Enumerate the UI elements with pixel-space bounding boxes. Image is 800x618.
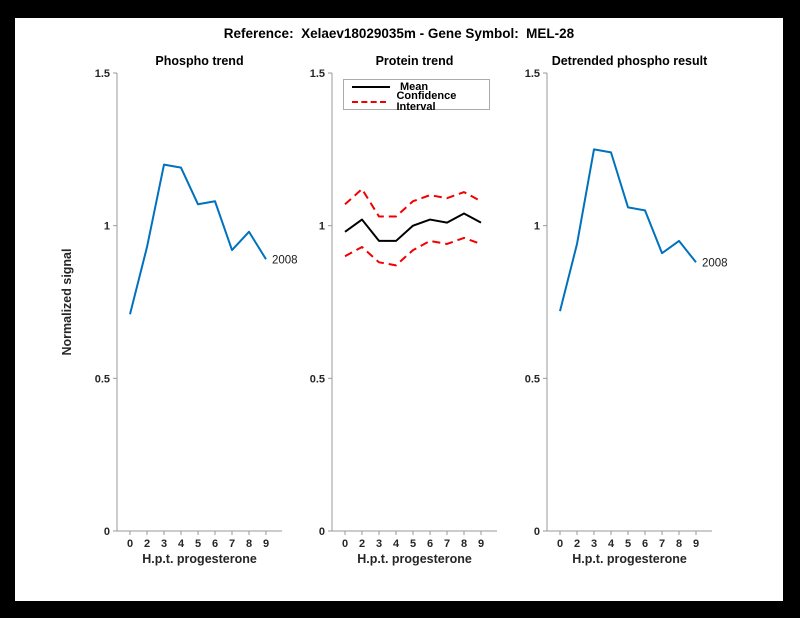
series-line-confidence-interval-lower xyxy=(344,236,482,267)
subplot-title: Detrended phospho result xyxy=(552,54,708,68)
x-tick-label: 3 xyxy=(161,538,167,550)
x-tick-label: 2 xyxy=(144,538,150,550)
x-tick-label: 9 xyxy=(478,538,484,550)
series-line-confidence-interval-upper xyxy=(344,188,482,218)
x-tick-label: 3 xyxy=(376,538,382,550)
legend-item-mean: Mean xyxy=(352,81,489,93)
series-end-label: 2008 xyxy=(702,257,728,269)
figure-canvas: Reference: Xelaev18029035m - Gene Symbol… xyxy=(15,18,783,601)
legend-item-confidence-interval: Confidence Interval xyxy=(352,91,489,113)
x-axis-label: H.p.t. progesterone xyxy=(357,552,472,566)
x-tick-label: 0 xyxy=(557,538,563,550)
x-tick-label: 4 xyxy=(178,538,185,550)
y-axis-label: Normalized signal xyxy=(60,249,74,356)
x-tick-label: 7 xyxy=(444,538,450,550)
y-tick-label: 1 xyxy=(534,221,540,233)
series-line-phospho-2008 xyxy=(129,163,267,315)
series-end-label: 2008 xyxy=(272,254,298,266)
y-tick-label: 1 xyxy=(104,221,110,233)
x-tick-label: 0 xyxy=(342,538,348,550)
x-tick-label: 6 xyxy=(427,538,433,550)
series-line-detrended-2008 xyxy=(559,148,697,312)
x-axis-label: H.p.t. progesterone xyxy=(572,552,687,566)
x-tick-label: 2 xyxy=(359,538,365,550)
x-tick-label: 9 xyxy=(693,538,699,550)
y-tick-label: 1 xyxy=(319,221,325,233)
confidence-interval-line-sample-icon xyxy=(352,101,387,103)
y-tick-label: 0.5 xyxy=(525,373,540,385)
series-line-mean xyxy=(344,212,482,242)
y-tick-label: 1.5 xyxy=(95,68,110,80)
x-tick-label: 5 xyxy=(195,538,201,550)
x-tick-label: 9 xyxy=(263,538,269,550)
y-tick-label: 1.5 xyxy=(525,68,540,80)
x-tick-label: 6 xyxy=(212,538,218,550)
subplot-title: Protein trend xyxy=(376,54,454,68)
x-tick-label: 5 xyxy=(410,538,416,550)
y-tick-label: 0.5 xyxy=(310,373,325,385)
x-axis-label: H.p.t. progesterone xyxy=(142,552,257,566)
y-tick-label: 0 xyxy=(534,526,540,538)
x-tick-label: 8 xyxy=(246,538,252,550)
x-tick-label: 2 xyxy=(574,538,580,550)
subplot-title: Phospho trend xyxy=(155,54,243,68)
x-tick-label: 8 xyxy=(461,538,467,550)
y-tick-label: 1.5 xyxy=(310,68,325,80)
x-tick-label: 4 xyxy=(393,538,400,550)
x-tick-label: 5 xyxy=(625,538,631,550)
y-tick-label: 0 xyxy=(319,526,325,538)
legend-box: Mean Confidence Interval xyxy=(343,79,490,113)
mean-line-sample-icon xyxy=(352,86,390,88)
y-tick-label: 0.5 xyxy=(95,373,110,385)
x-tick-label: 3 xyxy=(591,538,597,550)
x-tick-label: 8 xyxy=(676,538,682,550)
x-tick-label: 6 xyxy=(642,538,648,550)
figure-title: Reference: Xelaev18029035m - Gene Symbol… xyxy=(223,26,575,41)
x-tick-label: 7 xyxy=(659,538,665,550)
legend-label-confidence-interval: Confidence Interval xyxy=(396,90,457,113)
y-tick-label: 0 xyxy=(104,526,110,538)
x-tick-label: 4 xyxy=(608,538,615,550)
x-tick-label: 7 xyxy=(229,538,235,550)
legend-label-mean: Mean xyxy=(400,80,429,93)
x-tick-label: 0 xyxy=(127,538,133,550)
